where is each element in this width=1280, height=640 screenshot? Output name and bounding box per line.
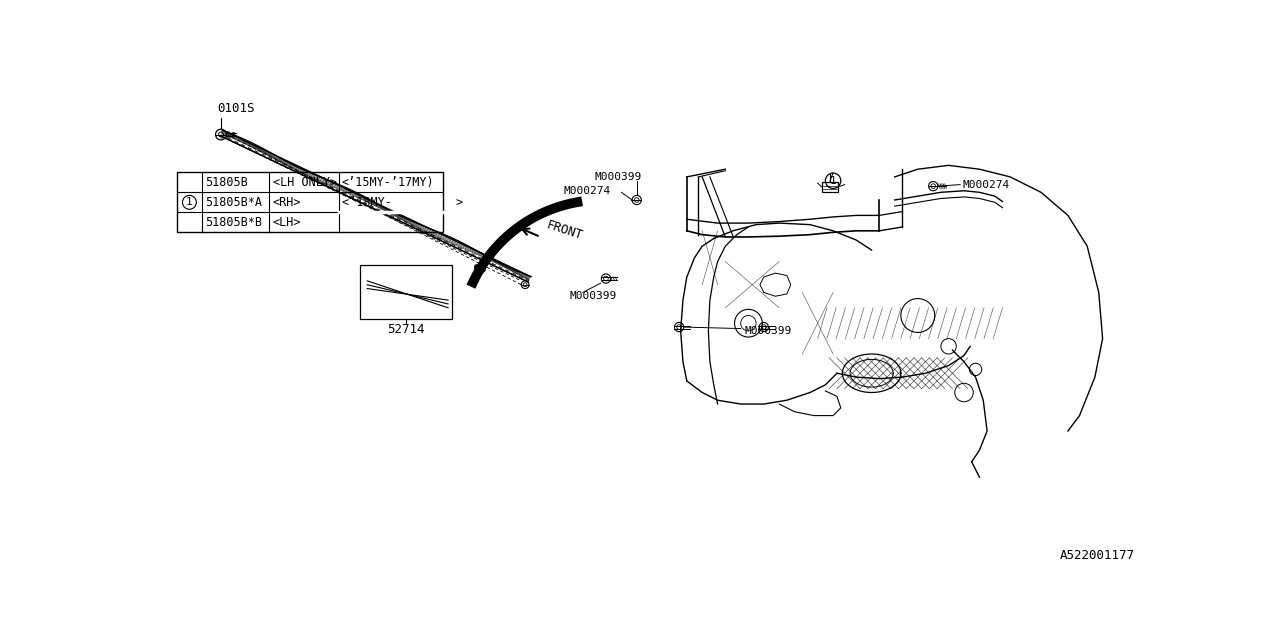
Text: A522001177: A522001177: [1060, 549, 1135, 562]
Text: M000399: M000399: [594, 172, 641, 182]
Text: <LH>: <LH>: [273, 216, 301, 229]
Text: <’18MY-         >: <’18MY- >: [342, 196, 463, 209]
Text: M000399: M000399: [745, 326, 792, 336]
Bar: [177, 172, 443, 232]
Text: 52714: 52714: [387, 323, 425, 336]
Text: M000274: M000274: [563, 186, 611, 196]
Text: FRONT: FRONT: [544, 218, 584, 243]
Text: <LH ONLY>: <LH ONLY>: [273, 176, 337, 189]
Bar: [822, 182, 838, 192]
Text: <RH>: <RH>: [273, 196, 301, 209]
Text: <’15MY-’17MY): <’15MY-’17MY): [342, 176, 434, 189]
Text: 51805B*B: 51805B*B: [205, 216, 262, 229]
Text: M000274: M000274: [963, 180, 1010, 189]
Text: 1: 1: [186, 197, 193, 207]
Text: 51805B*A: 51805B*A: [205, 196, 262, 209]
Text: 51805B: 51805B: [205, 176, 247, 189]
Text: 0101S: 0101S: [218, 102, 255, 115]
Text: 1: 1: [829, 176, 836, 186]
Bar: [360, 266, 452, 319]
Text: M000399: M000399: [570, 291, 617, 301]
